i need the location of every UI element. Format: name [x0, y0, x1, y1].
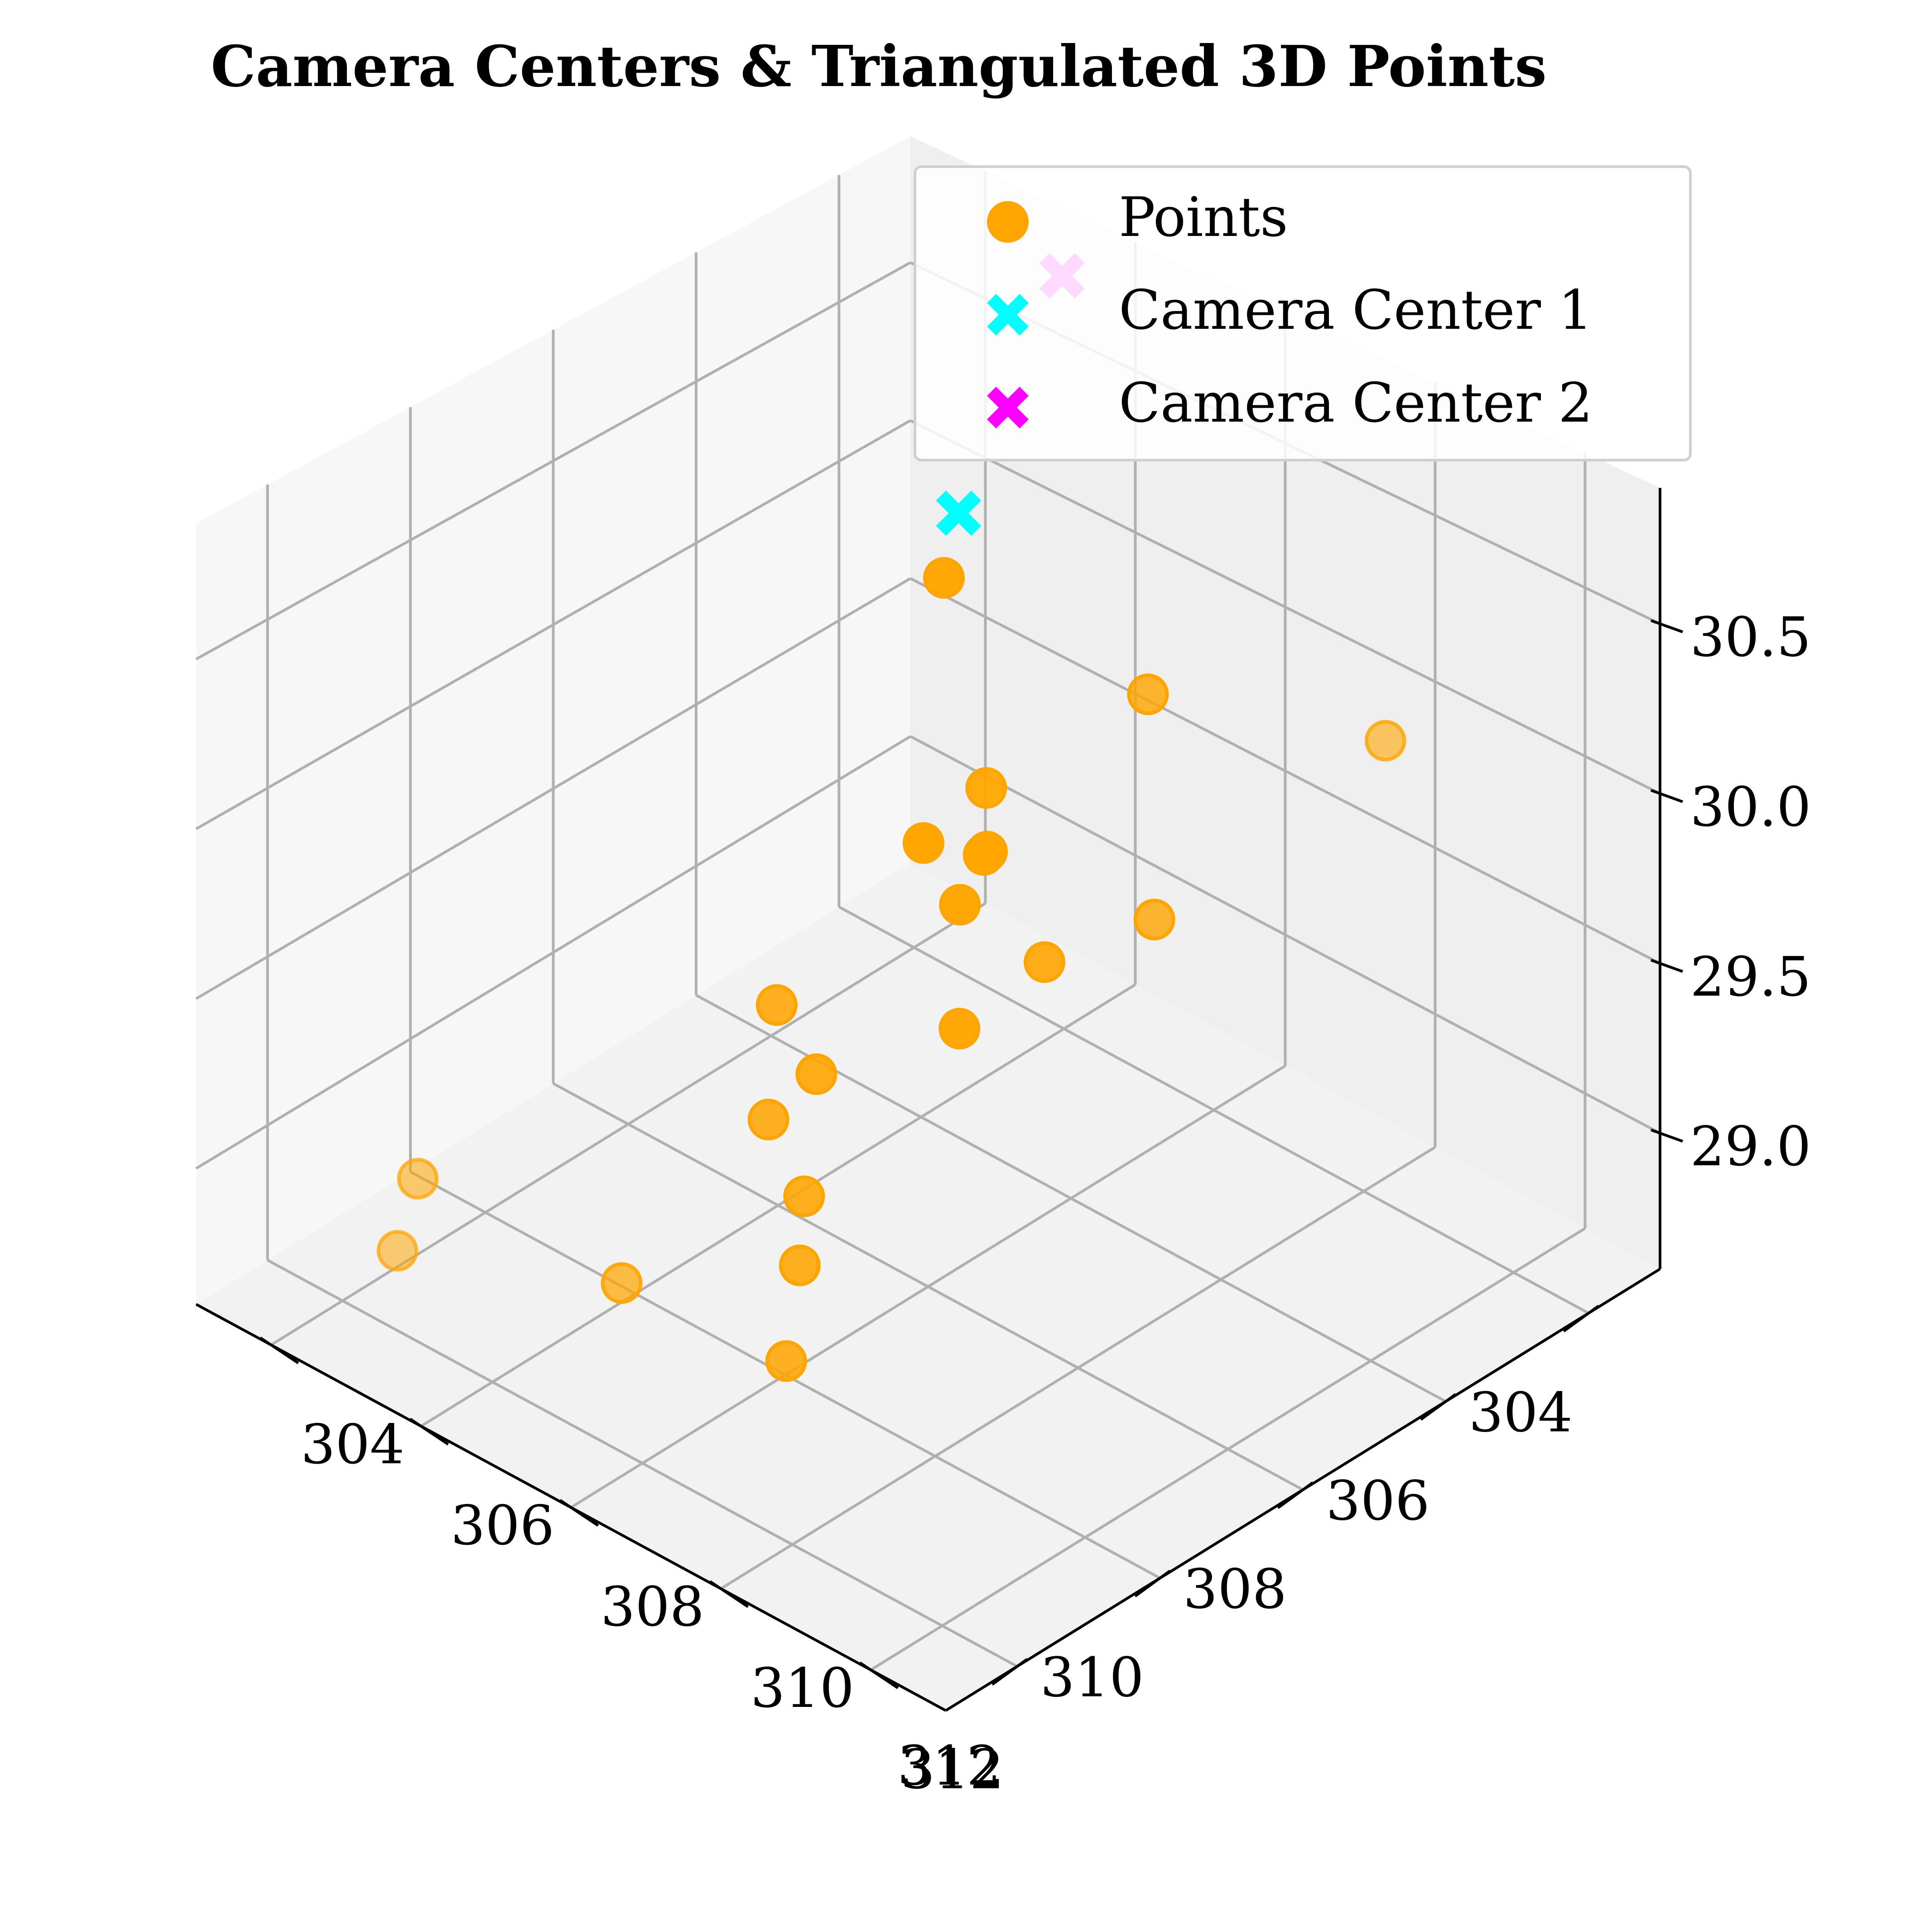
x-tick [1563, 1305, 1600, 1332]
x-tick [991, 1658, 1028, 1686]
x-tick-label: 308 [1183, 1558, 1287, 1621]
y-tick [709, 1580, 749, 1608]
grid-line [195, 735, 911, 1170]
legend: Points Camera Center 1 Camera Center 2 [914, 165, 1692, 461]
y-tick [859, 1661, 899, 1689]
z-tick [1650, 959, 1684, 973]
grid-line [195, 419, 911, 830]
z-tick-label: 29.0 [1690, 1115, 1811, 1178]
y-tick-label: 304 [301, 1413, 404, 1476]
legend-marker-camera-center-2 [987, 387, 1029, 428]
x-tick-label: 306 [1326, 1470, 1429, 1533]
points-point [795, 1053, 837, 1095]
points-point [923, 557, 965, 599]
grid-line [910, 735, 1661, 1134]
legend-box [914, 165, 1692, 461]
grid-line [910, 577, 1661, 965]
y-tick [409, 1418, 449, 1446]
points-point [1133, 899, 1175, 941]
x-tick-label: 310 [1040, 1647, 1144, 1710]
z-tick [1650, 1129, 1684, 1143]
z-tick-label: 30.0 [1690, 776, 1811, 839]
points-point [1364, 720, 1406, 762]
legend-marker-points [987, 201, 1029, 243]
y-tick-label: 312 [900, 1738, 1004, 1801]
points-point [756, 984, 798, 1026]
y-tick-label: 310 [751, 1657, 854, 1720]
points-point [783, 1175, 825, 1217]
grid-line [720, 1146, 1436, 1590]
x-tick [1420, 1393, 1457, 1421]
points-point [1127, 673, 1169, 716]
points-point [938, 1008, 981, 1050]
points-point [397, 1158, 439, 1200]
x-tick [1134, 1570, 1171, 1597]
points-point [939, 884, 981, 926]
grid-lines [195, 171, 1661, 1671]
y-tick-label: 306 [451, 1495, 554, 1557]
grid-line [870, 1227, 1586, 1671]
axis-tick-labels: 30430630831031230430630831031229.029.530… [301, 606, 1811, 1801]
points-point [747, 1099, 789, 1141]
y-tick [259, 1336, 299, 1365]
data-points [376, 253, 1406, 1382]
legend-label-points: Points [1119, 186, 1288, 249]
axis-ticks [259, 619, 1684, 1689]
z-tick-label: 29.5 [1690, 946, 1811, 1009]
camera-center-1-marker [936, 490, 982, 536]
grid-line [195, 261, 911, 660]
points-point [779, 1244, 821, 1286]
legend-label-camera-center-2: Camera Center 2 [1119, 372, 1593, 435]
points-point [902, 822, 944, 864]
points-point [965, 767, 1007, 809]
points-point [376, 1230, 419, 1272]
grid-line [570, 1064, 1286, 1509]
legend-label-camera-center-1: Camera Center 1 [1119, 279, 1593, 342]
x-tick-label: 312 [897, 1735, 1001, 1798]
points-point [966, 831, 1008, 873]
z-tick-label: 30.5 [1690, 606, 1811, 669]
z-tick [1650, 789, 1684, 803]
z-tick [1650, 619, 1684, 634]
grid-line [270, 902, 987, 1346]
legend-marker-camera-center-1 [987, 294, 1029, 336]
chart-title: Camera Centers & Triangulated 3D Points [211, 34, 1546, 100]
y-tick-label: 308 [601, 1576, 704, 1639]
y-tick [559, 1499, 599, 1527]
x-tick [1277, 1481, 1314, 1509]
grid-line [195, 577, 911, 1000]
grid-line [420, 983, 1136, 1427]
grid-line [910, 419, 1661, 795]
points-point [765, 1340, 807, 1382]
points-point [1024, 941, 1065, 983]
x-tick-label: 304 [1469, 1382, 1573, 1445]
points-point [601, 1262, 643, 1304]
